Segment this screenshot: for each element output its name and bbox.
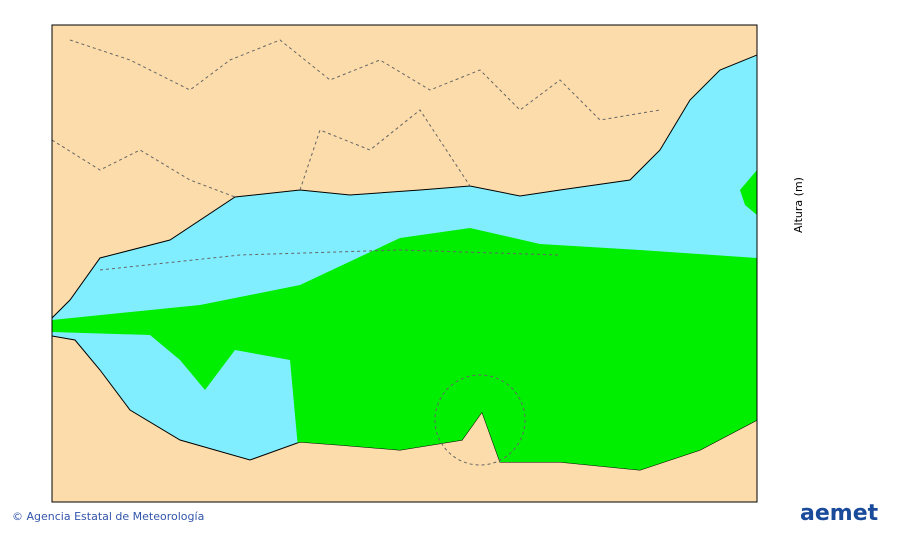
colorbar-title: Altura (m) <box>792 177 805 233</box>
borders <box>52 39 661 466</box>
map <box>52 25 757 502</box>
swell-zone <box>740 170 757 215</box>
swell-zone <box>52 228 757 470</box>
logo: aemet <box>800 501 879 526</box>
credit: © Agencia Estatal de Meteorología <box>12 510 204 523</box>
map-frame <box>51 24 758 503</box>
